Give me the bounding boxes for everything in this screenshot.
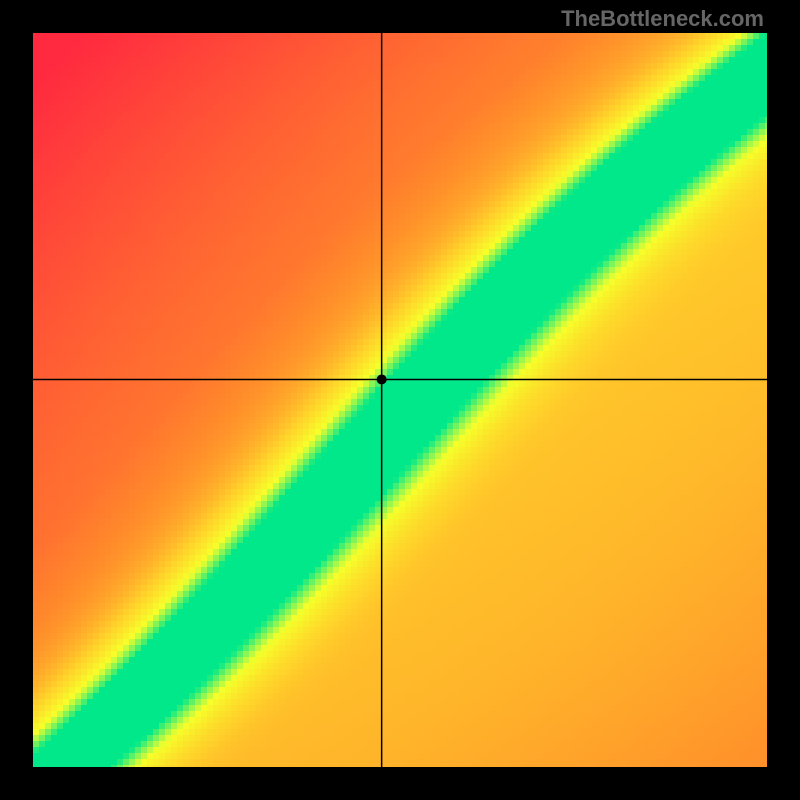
crosshair-dot bbox=[377, 374, 387, 384]
crosshair-overlay bbox=[0, 0, 800, 800]
chart-container: TheBottleneck.com bbox=[0, 0, 800, 800]
watermark-text: TheBottleneck.com bbox=[561, 6, 764, 32]
